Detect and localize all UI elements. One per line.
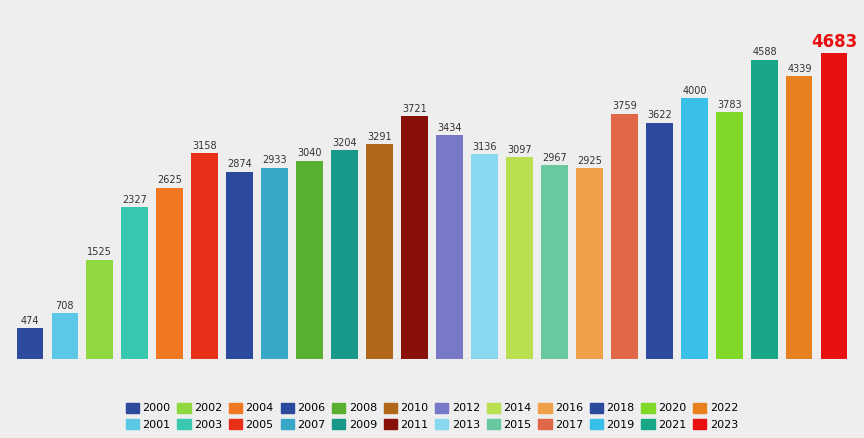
Text: 2933: 2933: [263, 155, 287, 166]
Text: 2327: 2327: [122, 195, 147, 205]
Bar: [822, 53, 848, 359]
Text: 4000: 4000: [683, 86, 707, 96]
Text: 1525: 1525: [87, 247, 112, 257]
Bar: [366, 144, 392, 359]
Text: 3759: 3759: [612, 102, 637, 111]
Bar: [296, 161, 322, 359]
Bar: [682, 98, 708, 359]
Bar: [156, 188, 182, 359]
Legend: 2000, 2001, 2002, 2003, 2004, 2005, 2006, 2007, 2008, 2009, 2010, 2011, 2012, 20: 2000, 2001, 2002, 2003, 2004, 2005, 2006…: [126, 403, 738, 430]
Bar: [542, 166, 568, 359]
Bar: [786, 76, 812, 359]
Bar: [332, 150, 358, 359]
Text: 3622: 3622: [647, 110, 672, 120]
Text: 474: 474: [21, 316, 39, 326]
Text: 708: 708: [55, 300, 73, 311]
Text: 2625: 2625: [157, 176, 182, 186]
Bar: [122, 207, 148, 359]
Text: 3097: 3097: [507, 145, 531, 155]
Text: 3721: 3721: [402, 104, 427, 114]
Bar: [612, 114, 638, 359]
Text: 4683: 4683: [811, 33, 857, 51]
Text: 3158: 3158: [193, 141, 217, 151]
Bar: [576, 168, 602, 359]
Bar: [226, 172, 252, 359]
Text: 2967: 2967: [542, 153, 567, 163]
Bar: [506, 157, 532, 359]
Text: 2925: 2925: [577, 156, 602, 166]
Bar: [646, 123, 672, 359]
Text: 4339: 4339: [787, 64, 811, 74]
Bar: [16, 328, 42, 359]
Text: 3291: 3291: [367, 132, 392, 142]
Text: 4588: 4588: [752, 47, 777, 57]
Bar: [472, 155, 498, 359]
Text: 3783: 3783: [717, 100, 741, 110]
Text: 3434: 3434: [437, 123, 461, 133]
Bar: [436, 135, 462, 359]
Text: 3040: 3040: [297, 148, 321, 159]
Bar: [86, 260, 112, 359]
Text: 2874: 2874: [227, 159, 252, 169]
Bar: [752, 60, 778, 359]
Bar: [402, 116, 428, 359]
Bar: [52, 313, 78, 359]
Bar: [192, 153, 218, 359]
Bar: [262, 168, 288, 359]
Bar: [716, 112, 742, 359]
Text: 3136: 3136: [473, 142, 497, 152]
Text: 3204: 3204: [333, 138, 357, 148]
